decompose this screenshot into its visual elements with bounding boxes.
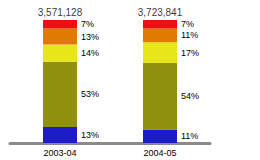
svg-text:11%: 11% bbox=[181, 131, 198, 141]
svg-text:11%: 11% bbox=[181, 30, 198, 40]
svg-text:17%: 17% bbox=[181, 48, 199, 58]
svg-text:53%: 53% bbox=[81, 89, 99, 99]
svg-text:13%: 13% bbox=[81, 32, 99, 42]
svg-text:54%: 54% bbox=[181, 91, 199, 101]
svg-text:2004-05: 2004-05 bbox=[143, 148, 176, 158]
svg-text:13%: 13% bbox=[81, 130, 99, 140]
svg-text:7%: 7% bbox=[181, 19, 194, 29]
svg-text:14%: 14% bbox=[81, 48, 99, 58]
svg-text:7%: 7% bbox=[81, 19, 94, 29]
svg-text:2003-04: 2003-04 bbox=[43, 148, 76, 158]
svg-text:3,723,841: 3,723,841 bbox=[138, 7, 183, 18]
svg-text:3,571,128: 3,571,128 bbox=[38, 7, 83, 18]
